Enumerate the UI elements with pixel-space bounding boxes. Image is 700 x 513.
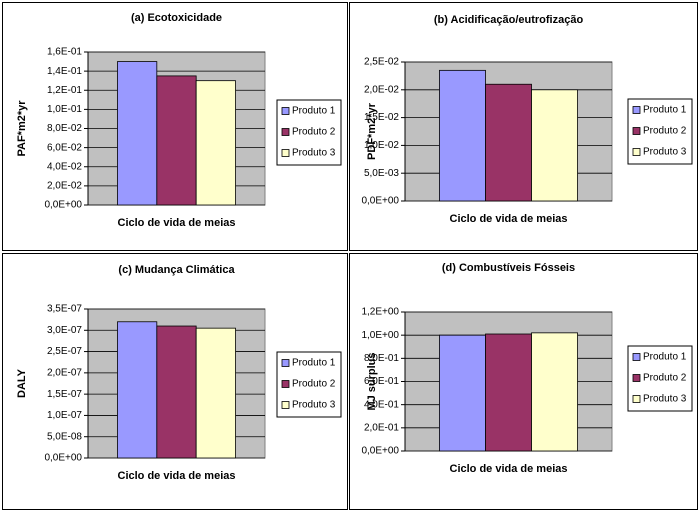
bar: [485, 83, 532, 202]
y-tick-label: 3,5E-07: [47, 304, 82, 315]
y-tick-label: 1,2E+00: [361, 307, 399, 318]
legend-swatch: [632, 127, 641, 135]
y-tick-label: 4,0E-02: [47, 161, 82, 172]
y-tick-label: 8,0E-01: [364, 353, 399, 364]
y-tick-label: 1,0E-01: [47, 104, 82, 115]
bar: [117, 321, 158, 459]
legend-swatch: [632, 395, 641, 403]
legend-label: Produto 3: [292, 148, 336, 159]
legend-swatch: [281, 128, 290, 136]
x-category-label: Ciclo de vida de meias: [118, 217, 236, 229]
legend-swatch: [632, 374, 641, 382]
y-tick-label: 5,0E-08: [47, 431, 82, 442]
y-tick-label: 1,6E-01: [47, 47, 82, 58]
legend-label: Produto 2: [643, 373, 687, 384]
y-tick-label: 1,4E-01: [47, 66, 82, 77]
y-tick-label: 1,2E-01: [47, 85, 82, 96]
y-tick-label: 1,0E+00: [361, 330, 399, 341]
y-tick-label: 2,5E-02: [364, 57, 399, 68]
bar: [439, 69, 486, 202]
bar: [485, 333, 532, 452]
legend-label: Produto 3: [643, 394, 687, 405]
y-tick-label: 0,0E+00: [361, 446, 399, 457]
y-tick-label: 2,0E-07: [47, 367, 82, 378]
x-category-label: Ciclo de vida de meias: [450, 463, 568, 475]
y-tick-label: 6,0E-01: [364, 376, 399, 387]
chart-title: (a) Ecotoxicidade: [131, 12, 222, 24]
legend-swatch: [632, 106, 641, 114]
y-axis-label: MJ surplus: [366, 352, 378, 410]
x-category-label: Ciclo de vida de meias: [450, 213, 568, 225]
bar: [195, 327, 236, 459]
y-tick-label: 2,0E-01: [364, 422, 399, 433]
legend-swatch: [281, 149, 290, 157]
bar: [156, 325, 197, 459]
y-tick-label: 4,0E-01: [364, 399, 399, 410]
y-tick-label: 2,0E-02: [364, 84, 399, 95]
y-tick-label: 5,0E-03: [364, 168, 399, 179]
y-tick-label: 2,0E-02: [47, 181, 82, 192]
y-axis-label: PAF*m2*yr: [16, 100, 28, 157]
y-tick-label: 0,0E+00: [44, 200, 82, 211]
y-axis-label: DALY: [16, 368, 28, 398]
y-tick-label: 1,0E-07: [47, 410, 82, 421]
legend-label: Produto 1: [292, 358, 336, 369]
legend-label: Produto 1: [292, 106, 336, 117]
y-tick-label: 3,0E-07: [47, 325, 82, 336]
legend-swatch: [281, 359, 290, 367]
legend-label: Produto 1: [643, 352, 687, 363]
legend-label: Produto 2: [643, 126, 687, 137]
y-tick-label: 8,0E-02: [47, 123, 82, 134]
legend-swatch: [632, 353, 641, 361]
bar: [195, 80, 236, 206]
legend-label: Produto 2: [292, 127, 336, 138]
chart-title: (b) Acidificação/eutrofização: [434, 14, 584, 26]
y-tick-label: 1,5E-02: [364, 112, 399, 123]
x-category-label: Ciclo de vida de meias: [118, 470, 236, 482]
bar: [531, 89, 578, 202]
bar: [117, 61, 158, 206]
chart-title: (c) Mudança Climática: [118, 264, 235, 276]
bar: [439, 334, 486, 452]
legend-swatch: [281, 380, 290, 388]
legend-label: Produto 1: [643, 105, 687, 116]
legend-swatch: [281, 107, 290, 115]
y-axis-label: PDF*m2*yr: [366, 102, 378, 160]
y-tick-label: 1,0E-02: [364, 140, 399, 151]
bar: [156, 75, 197, 206]
y-tick-label: 2,5E-07: [47, 346, 82, 357]
y-tick-label: 1,5E-07: [47, 389, 82, 400]
chart-title: (d) Combustíveis Fósseis: [442, 262, 575, 274]
y-tick-label: 6,0E-02: [47, 142, 82, 153]
legend-swatch: [632, 148, 641, 156]
y-tick-label: 0,0E+00: [44, 453, 82, 464]
legend-label: Produto 3: [643, 147, 687, 158]
y-tick-label: 0,0E+00: [361, 196, 399, 207]
bar: [531, 332, 578, 452]
legend-label: Produto 3: [292, 400, 336, 411]
legend-swatch: [281, 401, 290, 409]
legend-label: Produto 2: [292, 379, 336, 390]
